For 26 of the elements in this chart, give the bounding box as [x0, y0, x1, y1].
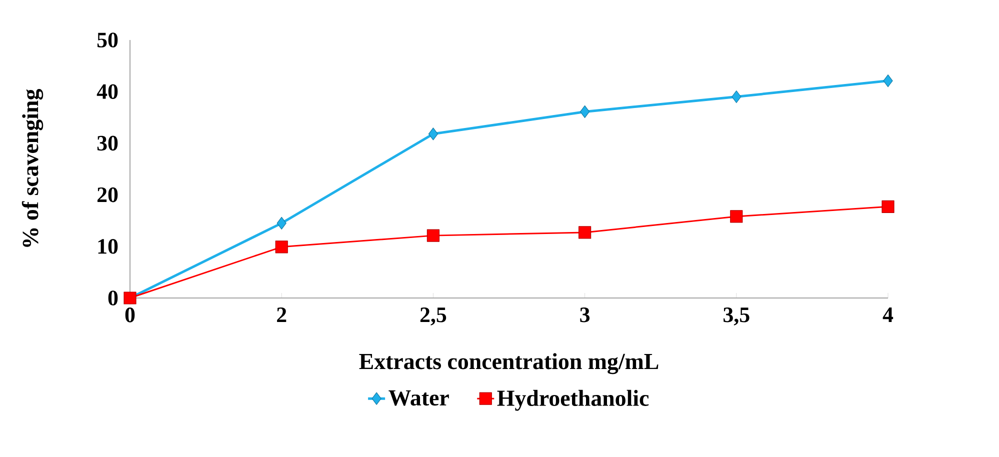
- point: [732, 90, 742, 104]
- y-axis-title: % of scavenging: [22, 89, 44, 247]
- x-tick-label: 2,5: [420, 308, 446, 326]
- point: [580, 105, 590, 118]
- point: [882, 200, 894, 213]
- y-tick-label: 50: [97, 32, 118, 48]
- y-tick-label: 20: [97, 187, 118, 202]
- x-tick-label: 3,5: [724, 308, 750, 326]
- point: [275, 240, 288, 254]
- point: [883, 74, 893, 88]
- legend-label: Hydroethanolic: [497, 390, 649, 411]
- x-tick-label: 0: [125, 308, 135, 322]
- y-tick-label: 40: [96, 84, 118, 99]
- y-tick-label: 0: [108, 290, 118, 306]
- x-tick-label: 2: [277, 308, 286, 322]
- point: [730, 210, 743, 223]
- y-tick-label: 10: [98, 239, 118, 254]
- x-axis-title: Extracts concentration mg/mL: [359, 353, 658, 374]
- x-tick-label: 4: [882, 308, 894, 322]
- y-tick-label: 30: [97, 136, 118, 151]
- point: [428, 128, 438, 140]
- point: [578, 226, 592, 239]
- legend-label: Water: [388, 390, 449, 406]
- point: [426, 229, 440, 242]
- point: [276, 216, 286, 230]
- x-tick-label: 3: [580, 308, 590, 322]
